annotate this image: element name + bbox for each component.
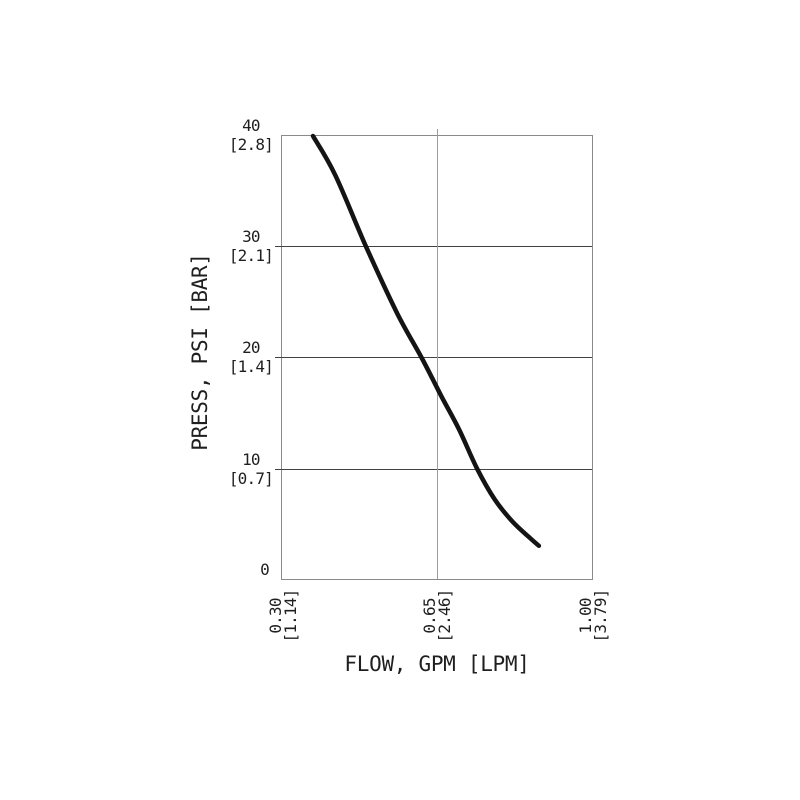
gridline-065gpm xyxy=(437,129,438,579)
y-tick-psi: 0 xyxy=(260,560,270,579)
y-axis-title: PRESS, PSI [BAR] xyxy=(188,253,212,451)
y-tick-bar: [0.7] xyxy=(228,469,274,488)
gridline-20psi xyxy=(275,357,592,358)
y-tick-10: 10 [0.7] xyxy=(228,450,274,488)
y-tick-40: 40 [2.8] xyxy=(228,116,274,154)
plot-area xyxy=(275,129,593,580)
x-tick-065: 0.65 [2.46] xyxy=(420,589,454,643)
y-tick-psi: 30 xyxy=(242,227,260,246)
x-axis-title: FLOW, GPM [LPM] xyxy=(344,652,530,676)
x-tick-lpm: [3.79] xyxy=(591,589,610,643)
y-tick-20: 20 [1.4] xyxy=(228,338,274,376)
gridline-30psi xyxy=(275,246,592,247)
y-tick-psi: 40 xyxy=(242,116,260,135)
y-tick-bar: [2.1] xyxy=(228,246,274,265)
gridline-10psi xyxy=(275,469,592,470)
x-tick-lpm: [1.14] xyxy=(281,589,300,643)
x-tick-100: 1.00 [3.79] xyxy=(576,589,610,643)
y-tick-psi: 10 xyxy=(242,450,260,469)
y-tick-bar: [1.4] xyxy=(228,357,274,376)
pressure-drop-curve xyxy=(310,133,542,549)
y-tick-30: 30 [2.1] xyxy=(228,227,274,265)
y-tick-0: 0 xyxy=(260,560,270,579)
x-tick-030: 0.30 [1.14] xyxy=(266,589,300,643)
y-tick-psi: 20 xyxy=(242,338,260,357)
x-tick-lpm: [2.46] xyxy=(435,589,454,643)
y-tick-bar: [2.8] xyxy=(228,135,274,154)
